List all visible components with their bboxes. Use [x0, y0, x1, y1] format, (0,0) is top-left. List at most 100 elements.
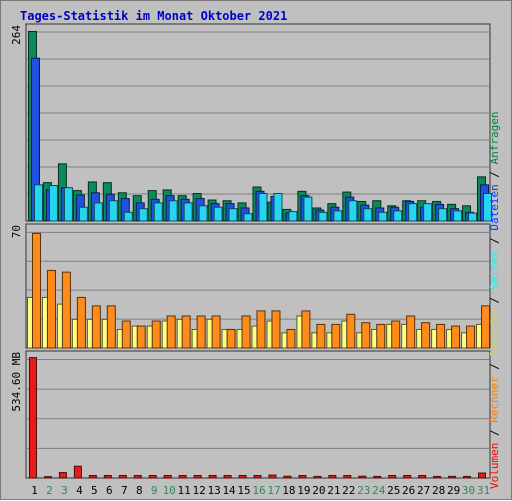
legend-item-rechner: Rechner [488, 376, 501, 423]
bar-volumen-day-4 [73, 465, 82, 479]
bar-seiten-day-9 [153, 202, 163, 222]
bar-seiten-day-4 [78, 206, 88, 222]
bar-volumen-day-30 [463, 475, 472, 479]
x-tick-label-31: 31 [477, 484, 490, 497]
x-tick-label-18: 18 [282, 484, 295, 497]
x-tick-label-2: 2 [46, 484, 53, 497]
x-tick-label-27: 27 [417, 484, 430, 497]
bar-rechner-day-27 [421, 322, 431, 349]
bar-rechner-day-30 [466, 325, 476, 349]
chart-legend: Volumen / Rechner / Besuche / Seiten / D… [488, 111, 501, 489]
bar-volumen-day-2 [43, 476, 52, 479]
x-tick-label-3: 3 [61, 484, 68, 497]
bar-seiten-day-28 [438, 208, 448, 222]
bar-rechner-day-5 [91, 305, 101, 349]
bar-volumen-day-10 [163, 475, 172, 479]
bar-seiten-day-8 [138, 208, 148, 222]
x-tick-label-13: 13 [207, 484, 220, 497]
bar-rechner-day-7 [121, 320, 131, 349]
bar-volumen-day-6 [103, 475, 112, 479]
bar-rechner-day-22 [346, 313, 356, 349]
bar-rechner-day-28 [436, 323, 446, 349]
x-tick-label-22: 22 [342, 484, 355, 497]
bar-seiten-day-22 [348, 200, 358, 222]
bar-volumen-day-8 [133, 475, 142, 479]
x-tick-label-15: 15 [237, 484, 250, 497]
bar-volumen-day-29 [448, 475, 457, 479]
bar-volumen-day-28 [433, 475, 442, 479]
bar-rechner-day-3 [61, 271, 71, 349]
bar-rechner-day-24 [376, 323, 386, 349]
x-tick-label-14: 14 [222, 484, 236, 497]
bar-rechner-day-31 [481, 305, 491, 349]
bar-volumen-day-27 [418, 475, 427, 479]
bar-rechner-day-8 [136, 325, 146, 349]
bar-seiten-day-5 [93, 202, 103, 222]
y-max-label: 264 [10, 25, 23, 45]
legend-separator: / [488, 423, 501, 443]
bar-seiten-day-24 [378, 211, 388, 222]
bar-rechner-day-26 [406, 315, 416, 349]
bar-volumen-day-14 [223, 475, 232, 479]
bar-seiten-day-25 [393, 210, 403, 222]
panel-middle: 70 [10, 223, 491, 349]
legend-separator: / [488, 231, 501, 251]
legend-item-volumen: Volumen [488, 443, 501, 489]
x-tick-label-8: 8 [136, 484, 143, 497]
x-tick-label-9: 9 [151, 484, 158, 497]
bar-seiten-day-23 [363, 208, 373, 222]
bar-seiten-day-3 [63, 187, 73, 222]
panel-top: 264 [10, 23, 493, 222]
bar-seiten-day-11 [183, 202, 193, 222]
bar-volumen-day-11 [178, 475, 187, 479]
x-tick-label-25: 25 [387, 484, 400, 497]
bar-volumen-day-13 [208, 475, 217, 479]
bar-seiten-day-21 [333, 210, 343, 222]
bar-seiten-day-27 [423, 203, 433, 222]
bar-rechner-day-21 [331, 323, 341, 349]
bar-seiten-day-16 [258, 193, 268, 222]
legend-text: Volumen / Rechner / Besuche / Seiten / D… [488, 111, 501, 489]
bar-volumen-day-21 [328, 475, 337, 479]
x-axis: 1 2 3 4 5 6 7 8 9 10 11 12 13 14 15 16 17 18 19 20 21 22 23 24 2… [31, 484, 490, 497]
bar-seiten-day-30 [468, 212, 478, 222]
x-tick-label-30: 30 [462, 484, 475, 497]
bar-volumen-day-25 [388, 475, 397, 479]
plot-area [25, 350, 491, 479]
x-tick-label-12: 12 [193, 484, 206, 497]
bar-seiten-day-2 [48, 185, 58, 222]
x-tick-label-29: 29 [447, 484, 460, 497]
bar-seiten-day-29 [453, 210, 463, 222]
bar-volumen-day-7 [118, 475, 127, 479]
x-tick-label-5: 5 [91, 484, 98, 497]
x-tick-label-19: 19 [297, 484, 310, 497]
bar-seiten-day-10 [168, 200, 178, 222]
x-tick-label-6: 6 [106, 484, 113, 497]
legend-item-anfragen: Anfragen [488, 111, 501, 164]
bar-rechner-day-23 [361, 322, 371, 349]
bar-volumen-day-15 [238, 475, 247, 479]
bar-seiten-day-20 [318, 211, 328, 222]
bar-rechner-day-29 [451, 325, 461, 349]
bar-volumen-day-1 [28, 357, 37, 479]
bar-seiten-day-1 [33, 184, 43, 222]
legend-separator: / [488, 164, 501, 184]
bar-seiten-day-17 [273, 193, 283, 222]
bar-volumen-day-26 [403, 475, 412, 479]
bar-rechner-day-18 [286, 328, 296, 349]
bar-rechner-day-20 [316, 323, 326, 349]
x-tick-label-11: 11 [178, 484, 191, 497]
bar-volumen-day-23 [358, 475, 367, 479]
bar-rechner-day-16 [256, 310, 266, 349]
x-tick-label-26: 26 [402, 484, 415, 497]
legend-separator: / [488, 357, 501, 377]
bar-volumen-day-17 [268, 474, 277, 479]
bar-seiten-day-13 [213, 206, 223, 222]
bar-rechner-day-2 [46, 269, 56, 349]
bar-seiten-day-14 [228, 208, 238, 222]
bar-rechner-day-12 [196, 315, 206, 349]
bar-volumen-day-9 [148, 475, 157, 479]
bar-rechner-day-10 [166, 315, 176, 349]
